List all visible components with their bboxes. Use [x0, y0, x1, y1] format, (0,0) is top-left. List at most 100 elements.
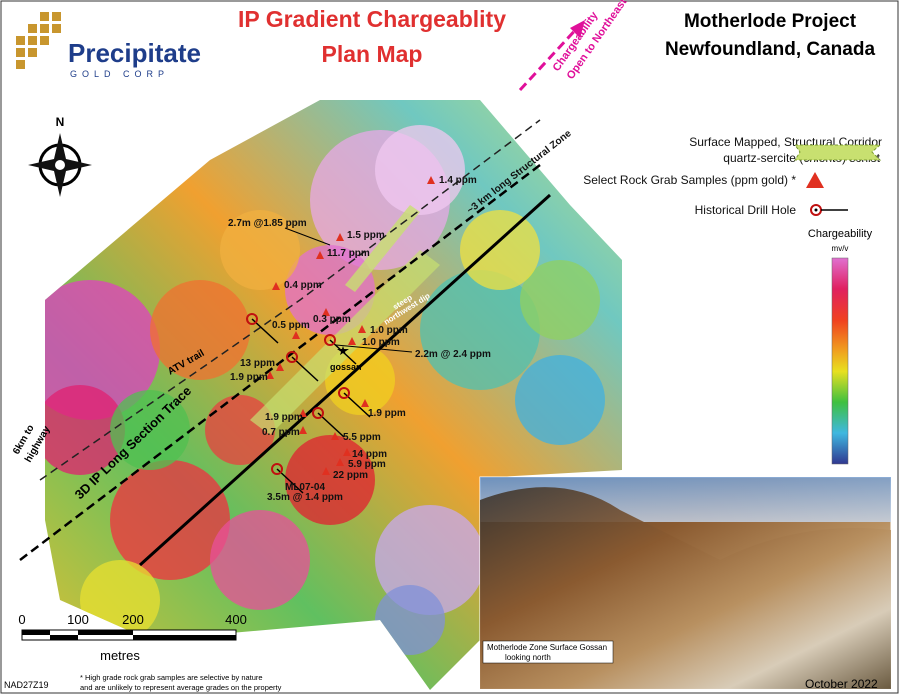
drill-label: 2.2m @ 2.4 ppm	[415, 349, 491, 360]
sample-label: 22 ppm	[333, 470, 368, 481]
logo-square	[52, 12, 61, 21]
leader	[335, 344, 413, 353]
legend-text: Historical Drill Hole	[695, 203, 797, 217]
chargeability-blob	[110, 390, 190, 470]
sample-triangle	[322, 308, 330, 316]
logo-square	[40, 24, 49, 33]
sample-triangle	[299, 426, 307, 434]
chargeability-blob	[150, 280, 250, 380]
title: Plan Map	[322, 41, 423, 67]
scale-label: 200	[122, 612, 144, 627]
section-trace	[19, 164, 541, 561]
drill-hole	[246, 313, 258, 325]
chargeability-blob	[375, 585, 445, 655]
project: Motherlode Project	[684, 11, 857, 32]
structural-corridor	[250, 250, 440, 435]
atv-trail	[39, 119, 541, 481]
sample-triangle	[336, 233, 344, 241]
sample-label: 5.9 ppm	[348, 459, 386, 470]
structural-corridor	[345, 205, 420, 292]
chargeability-blob	[375, 125, 465, 215]
sample-label: 1.5 ppm	[347, 230, 385, 241]
north: N	[56, 115, 65, 129]
scale-bar	[21, 629, 237, 641]
sample-triangle	[348, 337, 356, 345]
structural-zone-line	[138, 193, 552, 567]
colorbar	[831, 257, 849, 465]
logo-square	[16, 60, 25, 69]
drill-hole	[324, 334, 336, 346]
scale-label: 100	[67, 612, 89, 627]
logo-name: Precipitate	[68, 38, 201, 68]
sample-triangle	[272, 282, 280, 290]
footnote: * High grade rock grab samples are selec…	[80, 673, 263, 682]
logo	[16, 12, 61, 69]
compass	[28, 133, 92, 197]
drill-hole	[286, 351, 298, 363]
title: IP Gradient Chargeablity	[238, 6, 506, 32]
map-label: gossan	[330, 362, 362, 372]
sample-label: 11.7 ppm	[327, 248, 370, 259]
datum: NAD27Z19	[4, 680, 49, 690]
colorbar-unit: mv/v	[832, 244, 849, 253]
sample-triangle	[343, 448, 351, 456]
chargeability-blob	[460, 210, 540, 290]
chargeability-blob	[285, 245, 375, 335]
chargeability-blob	[220, 210, 300, 290]
sample-label: 0.5 ppm	[272, 320, 310, 331]
date: October 2022	[805, 677, 878, 691]
drill-hole	[271, 463, 283, 475]
scale-label: 400	[225, 612, 247, 627]
colorbar-title: Chargeability	[808, 228, 873, 240]
logo-square	[52, 24, 61, 33]
sample-triangle	[336, 458, 344, 466]
photo-caption: looking north	[505, 653, 551, 662]
drill-label: ML07-04	[285, 482, 325, 493]
sample-label: 0.7 ppm	[262, 427, 300, 438]
drill-label: 3.5m @ 1.4 ppm	[267, 492, 343, 503]
sample-triangle	[427, 176, 435, 184]
logo-square	[16, 36, 25, 45]
open-arrow	[518, 23, 582, 92]
sample-label: 1.0 ppm	[370, 325, 408, 336]
drill-hole	[312, 407, 324, 419]
sample-label: 0.4 ppm	[284, 280, 322, 291]
chargeability-blob	[45, 385, 125, 475]
sample-triangle	[358, 325, 366, 333]
gossan-star	[337, 346, 349, 355]
legend-corridor	[794, 144, 882, 161]
sample-triangle	[266, 371, 274, 379]
sample-triangle	[331, 432, 339, 440]
chargeability-blob	[110, 460, 230, 580]
open-arrowhead	[570, 20, 585, 38]
logo-square	[28, 48, 37, 57]
scale-label: 0	[18, 612, 25, 627]
project: Newfoundland, Canada	[665, 39, 876, 60]
chargeability-blob	[520, 260, 600, 340]
logo-square	[40, 36, 49, 45]
chargeability-blob	[210, 510, 310, 610]
sample-triangle	[316, 251, 324, 259]
drill-hole	[338, 387, 350, 399]
logo-square	[16, 48, 25, 57]
sample-label: 1.4 ppm	[439, 175, 477, 186]
chargeability-blob	[420, 270, 540, 390]
sample-triangle	[292, 331, 300, 339]
chargeability-blob	[515, 355, 605, 445]
sample-label: 1.9 ppm	[265, 412, 303, 423]
sample-label: 14 ppm	[352, 449, 387, 460]
scale-unit: metres	[100, 648, 140, 663]
legend-text: Select Rock Grab Samples (ppm gold) *	[583, 173, 796, 187]
sample-label: 0.3 ppm	[313, 314, 351, 325]
sample-label: 13 ppm	[240, 358, 275, 369]
photo-caption: Motherlode Zone Surface Gossan	[487, 643, 607, 652]
footnote: and are unlikely to represent average gr…	[80, 683, 282, 692]
logo-square	[40, 12, 49, 21]
sample-triangle	[276, 363, 284, 371]
sample-triangle	[322, 467, 330, 475]
sample-label: 1.9 ppm	[230, 372, 268, 383]
logo-square	[28, 36, 37, 45]
sample-label: 1.0 ppm	[362, 337, 400, 348]
logo-sub: GOLD CORP	[70, 69, 169, 79]
sample-triangle	[361, 399, 369, 407]
